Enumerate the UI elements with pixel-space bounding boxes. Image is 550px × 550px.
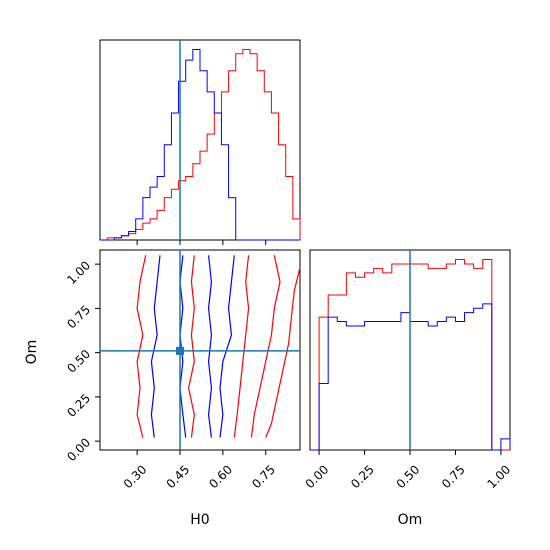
contour-y-tick-label-1: 0.25 xyxy=(64,391,93,420)
contour-truth-point xyxy=(176,346,184,355)
contour-line-4 xyxy=(136,255,147,438)
contour-y-tick-label-3: 0.75 xyxy=(64,303,93,332)
h0-marginal-bars xyxy=(100,49,301,241)
om-marginal-xticks: 0.00 0.25 0.50 0.75 1.00 xyxy=(303,450,513,491)
om-marginal-x-tick-label-3: 0.75 xyxy=(439,462,468,491)
contour-y-tick-label-4: 1.00 xyxy=(64,258,93,287)
contour-yticks: 0.00 0.25 0.50 0.75 1.00 xyxy=(64,258,100,464)
om-marginal-x-tick-label-0: 0.00 xyxy=(303,462,332,491)
contour-xticks: 0.30 0.45 0.60 0.75 xyxy=(121,450,278,491)
contour-line-0 xyxy=(150,255,161,438)
h0-marginal-panel xyxy=(99,39,301,245)
x-axis-label-h0: H0 xyxy=(190,512,209,528)
contour-x-tick-label-3: 0.75 xyxy=(249,462,278,491)
om-hist-series-1-step xyxy=(310,303,511,451)
contour-line-3 xyxy=(219,255,235,438)
h0-hist-series-0-step xyxy=(100,49,301,241)
h0-om-contour-panel: 0.30 0.45 0.60 0.75 0.00 0.25 0.50 0.75 1.00 H0… xyxy=(24,249,301,528)
contour-line-6 xyxy=(233,255,250,438)
om-marginal-x-tick-label-2: 0.50 xyxy=(394,462,423,491)
contour-y-tick-label-2: 0.50 xyxy=(64,347,93,376)
contour-lines xyxy=(136,255,301,438)
h0-marginal-frame xyxy=(99,39,301,241)
om-marginal-bars xyxy=(310,259,511,451)
om-marginal-x-tick-label-4: 1.00 xyxy=(484,462,513,491)
contour-x-tick-label-1: 0.45 xyxy=(164,462,193,491)
h0-hist-series-1-step xyxy=(100,49,300,241)
om-hist-series-0-step xyxy=(310,259,510,451)
contour-frame xyxy=(99,249,301,451)
contour-line-7 xyxy=(250,255,281,438)
contour-x-tick-label-0: 0.30 xyxy=(121,462,150,491)
x-axis-label-om: Om xyxy=(398,512,423,528)
om-marginal-x-tick-label-1: 0.25 xyxy=(348,462,377,491)
y-axis-label-om: Om xyxy=(24,340,40,365)
h0-marginal-xticks xyxy=(136,240,267,245)
om-marginal-panel: 0.00 0.25 0.50 0.75 1.00 Om xyxy=(303,249,513,528)
contour-line-5 xyxy=(187,255,195,438)
contour-line-2 xyxy=(207,255,213,438)
contour-line-1 xyxy=(179,255,187,438)
contour-line-8 xyxy=(265,267,301,438)
contour-x-tick-label-2: 0.60 xyxy=(206,462,235,491)
contour-y-tick-label-0: 0.00 xyxy=(64,435,93,464)
